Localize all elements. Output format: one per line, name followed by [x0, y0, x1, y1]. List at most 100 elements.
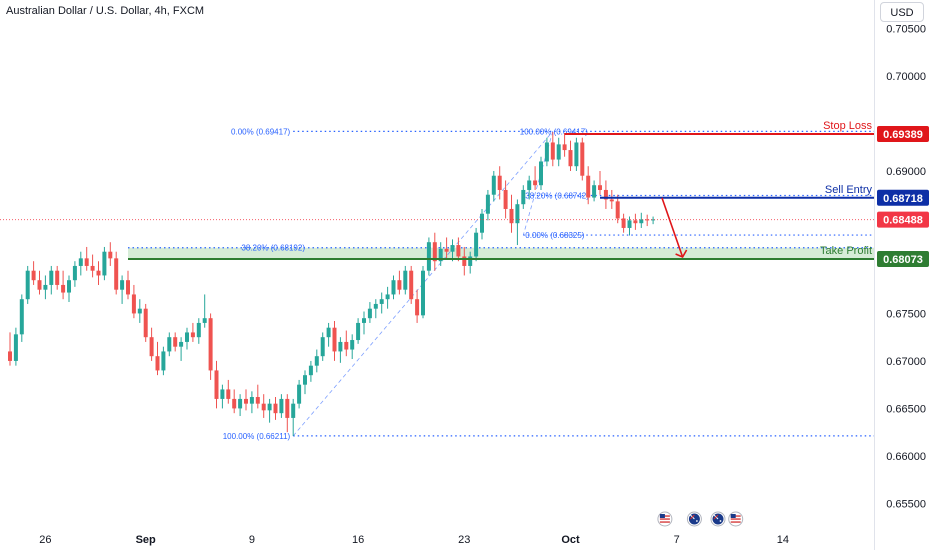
- candle[interactable]: [527, 180, 532, 190]
- candle[interactable]: [279, 398, 284, 414]
- us-flag-icon[interactable]: [728, 511, 744, 527]
- candle[interactable]: [415, 299, 420, 316]
- candle[interactable]: [533, 180, 538, 186]
- candle[interactable]: [255, 397, 260, 404]
- candle[interactable]: [450, 245, 455, 252]
- candle[interactable]: [598, 185, 602, 190]
- candle[interactable]: [438, 248, 443, 262]
- candle[interactable]: [202, 318, 207, 323]
- candle[interactable]: [155, 356, 160, 371]
- candle[interactable]: [96, 270, 101, 276]
- candle[interactable]: [102, 251, 107, 276]
- candle[interactable]: [208, 318, 213, 371]
- candle[interactable]: [108, 251, 113, 259]
- candle[interactable]: [190, 332, 195, 338]
- candle[interactable]: [544, 142, 549, 162]
- candle[interactable]: [303, 375, 307, 385]
- candle[interactable]: [261, 403, 266, 411]
- candle[interactable]: [179, 341, 184, 347]
- candle[interactable]: [61, 284, 66, 293]
- candle[interactable]: [19, 299, 24, 335]
- candle[interactable]: [267, 403, 272, 411]
- candle[interactable]: [8, 351, 12, 361]
- us-flag-icon[interactable]: [657, 511, 673, 527]
- au-flag-icon[interactable]: [686, 511, 702, 527]
- currency-button[interactable]: USD: [880, 2, 924, 22]
- candle[interactable]: [385, 294, 390, 300]
- candle[interactable]: [562, 144, 567, 151]
- candle[interactable]: [356, 322, 361, 341]
- candle[interactable]: [497, 175, 502, 190]
- candle[interactable]: [515, 204, 520, 224]
- candle[interactable]: [521, 189, 526, 205]
- candle[interactable]: [238, 398, 243, 409]
- candle[interactable]: [220, 389, 225, 399]
- candle[interactable]: [185, 332, 189, 342]
- candle[interactable]: [491, 175, 496, 195]
- candle[interactable]: [609, 199, 614, 202]
- au-flag-icon[interactable]: [710, 511, 726, 527]
- candle[interactable]: [456, 245, 461, 257]
- candle[interactable]: [78, 258, 83, 266]
- candle[interactable]: [131, 294, 136, 314]
- candle[interactable]: [338, 341, 343, 352]
- candle[interactable]: [403, 270, 408, 290]
- candle[interactable]: [126, 280, 130, 295]
- candle[interactable]: [167, 337, 172, 352]
- candle[interactable]: [297, 384, 302, 404]
- candle[interactable]: [468, 256, 473, 266]
- candle[interactable]: [362, 318, 366, 323]
- candle[interactable]: [603, 189, 608, 200]
- candle[interactable]: [226, 389, 231, 399]
- candle[interactable]: [550, 142, 555, 160]
- candle[interactable]: [72, 265, 77, 281]
- candle[interactable]: [332, 327, 337, 352]
- candle[interactable]: [285, 398, 290, 418]
- candle[interactable]: [137, 308, 142, 314]
- candle[interactable]: [373, 303, 378, 309]
- candle[interactable]: [273, 403, 278, 414]
- candle[interactable]: [391, 280, 396, 295]
- candle[interactable]: [291, 403, 296, 418]
- candle[interactable]: [314, 356, 319, 366]
- candle[interactable]: [143, 308, 148, 338]
- candle[interactable]: [462, 256, 467, 266]
- candle[interactable]: [31, 270, 36, 281]
- candle[interactable]: [379, 299, 384, 304]
- candle[interactable]: [232, 398, 237, 409]
- candle[interactable]: [173, 337, 178, 347]
- candle[interactable]: [480, 213, 484, 233]
- candle[interactable]: [249, 397, 254, 404]
- candle[interactable]: [244, 398, 248, 404]
- candle[interactable]: [592, 185, 597, 198]
- candle[interactable]: [444, 248, 449, 252]
- candle[interactable]: [367, 308, 372, 319]
- candle[interactable]: [556, 144, 561, 160]
- candle[interactable]: [621, 218, 626, 228]
- candle[interactable]: [90, 265, 95, 271]
- candle[interactable]: [84, 258, 89, 266]
- price-axis[interactable]: [874, 0, 932, 550]
- candle[interactable]: [67, 280, 71, 293]
- candle[interactable]: [503, 189, 508, 209]
- candle[interactable]: [645, 219, 650, 221]
- candle[interactable]: [326, 327, 331, 338]
- candle[interactable]: [161, 351, 166, 371]
- candle[interactable]: [574, 142, 579, 167]
- candle[interactable]: [509, 208, 514, 224]
- candle[interactable]: [37, 280, 42, 290]
- candle[interactable]: [432, 242, 437, 262]
- candle[interactable]: [214, 370, 219, 399]
- candle[interactable]: [615, 201, 620, 219]
- candle[interactable]: [586, 175, 591, 198]
- candle[interactable]: [397, 280, 402, 290]
- candle[interactable]: [149, 337, 154, 357]
- candle[interactable]: [485, 194, 490, 214]
- candle[interactable]: [308, 365, 313, 376]
- candle[interactable]: [120, 280, 125, 290]
- candle[interactable]: [344, 341, 349, 350]
- candle[interactable]: [651, 219, 656, 221]
- candle[interactable]: [421, 270, 425, 316]
- candle[interactable]: [320, 337, 325, 357]
